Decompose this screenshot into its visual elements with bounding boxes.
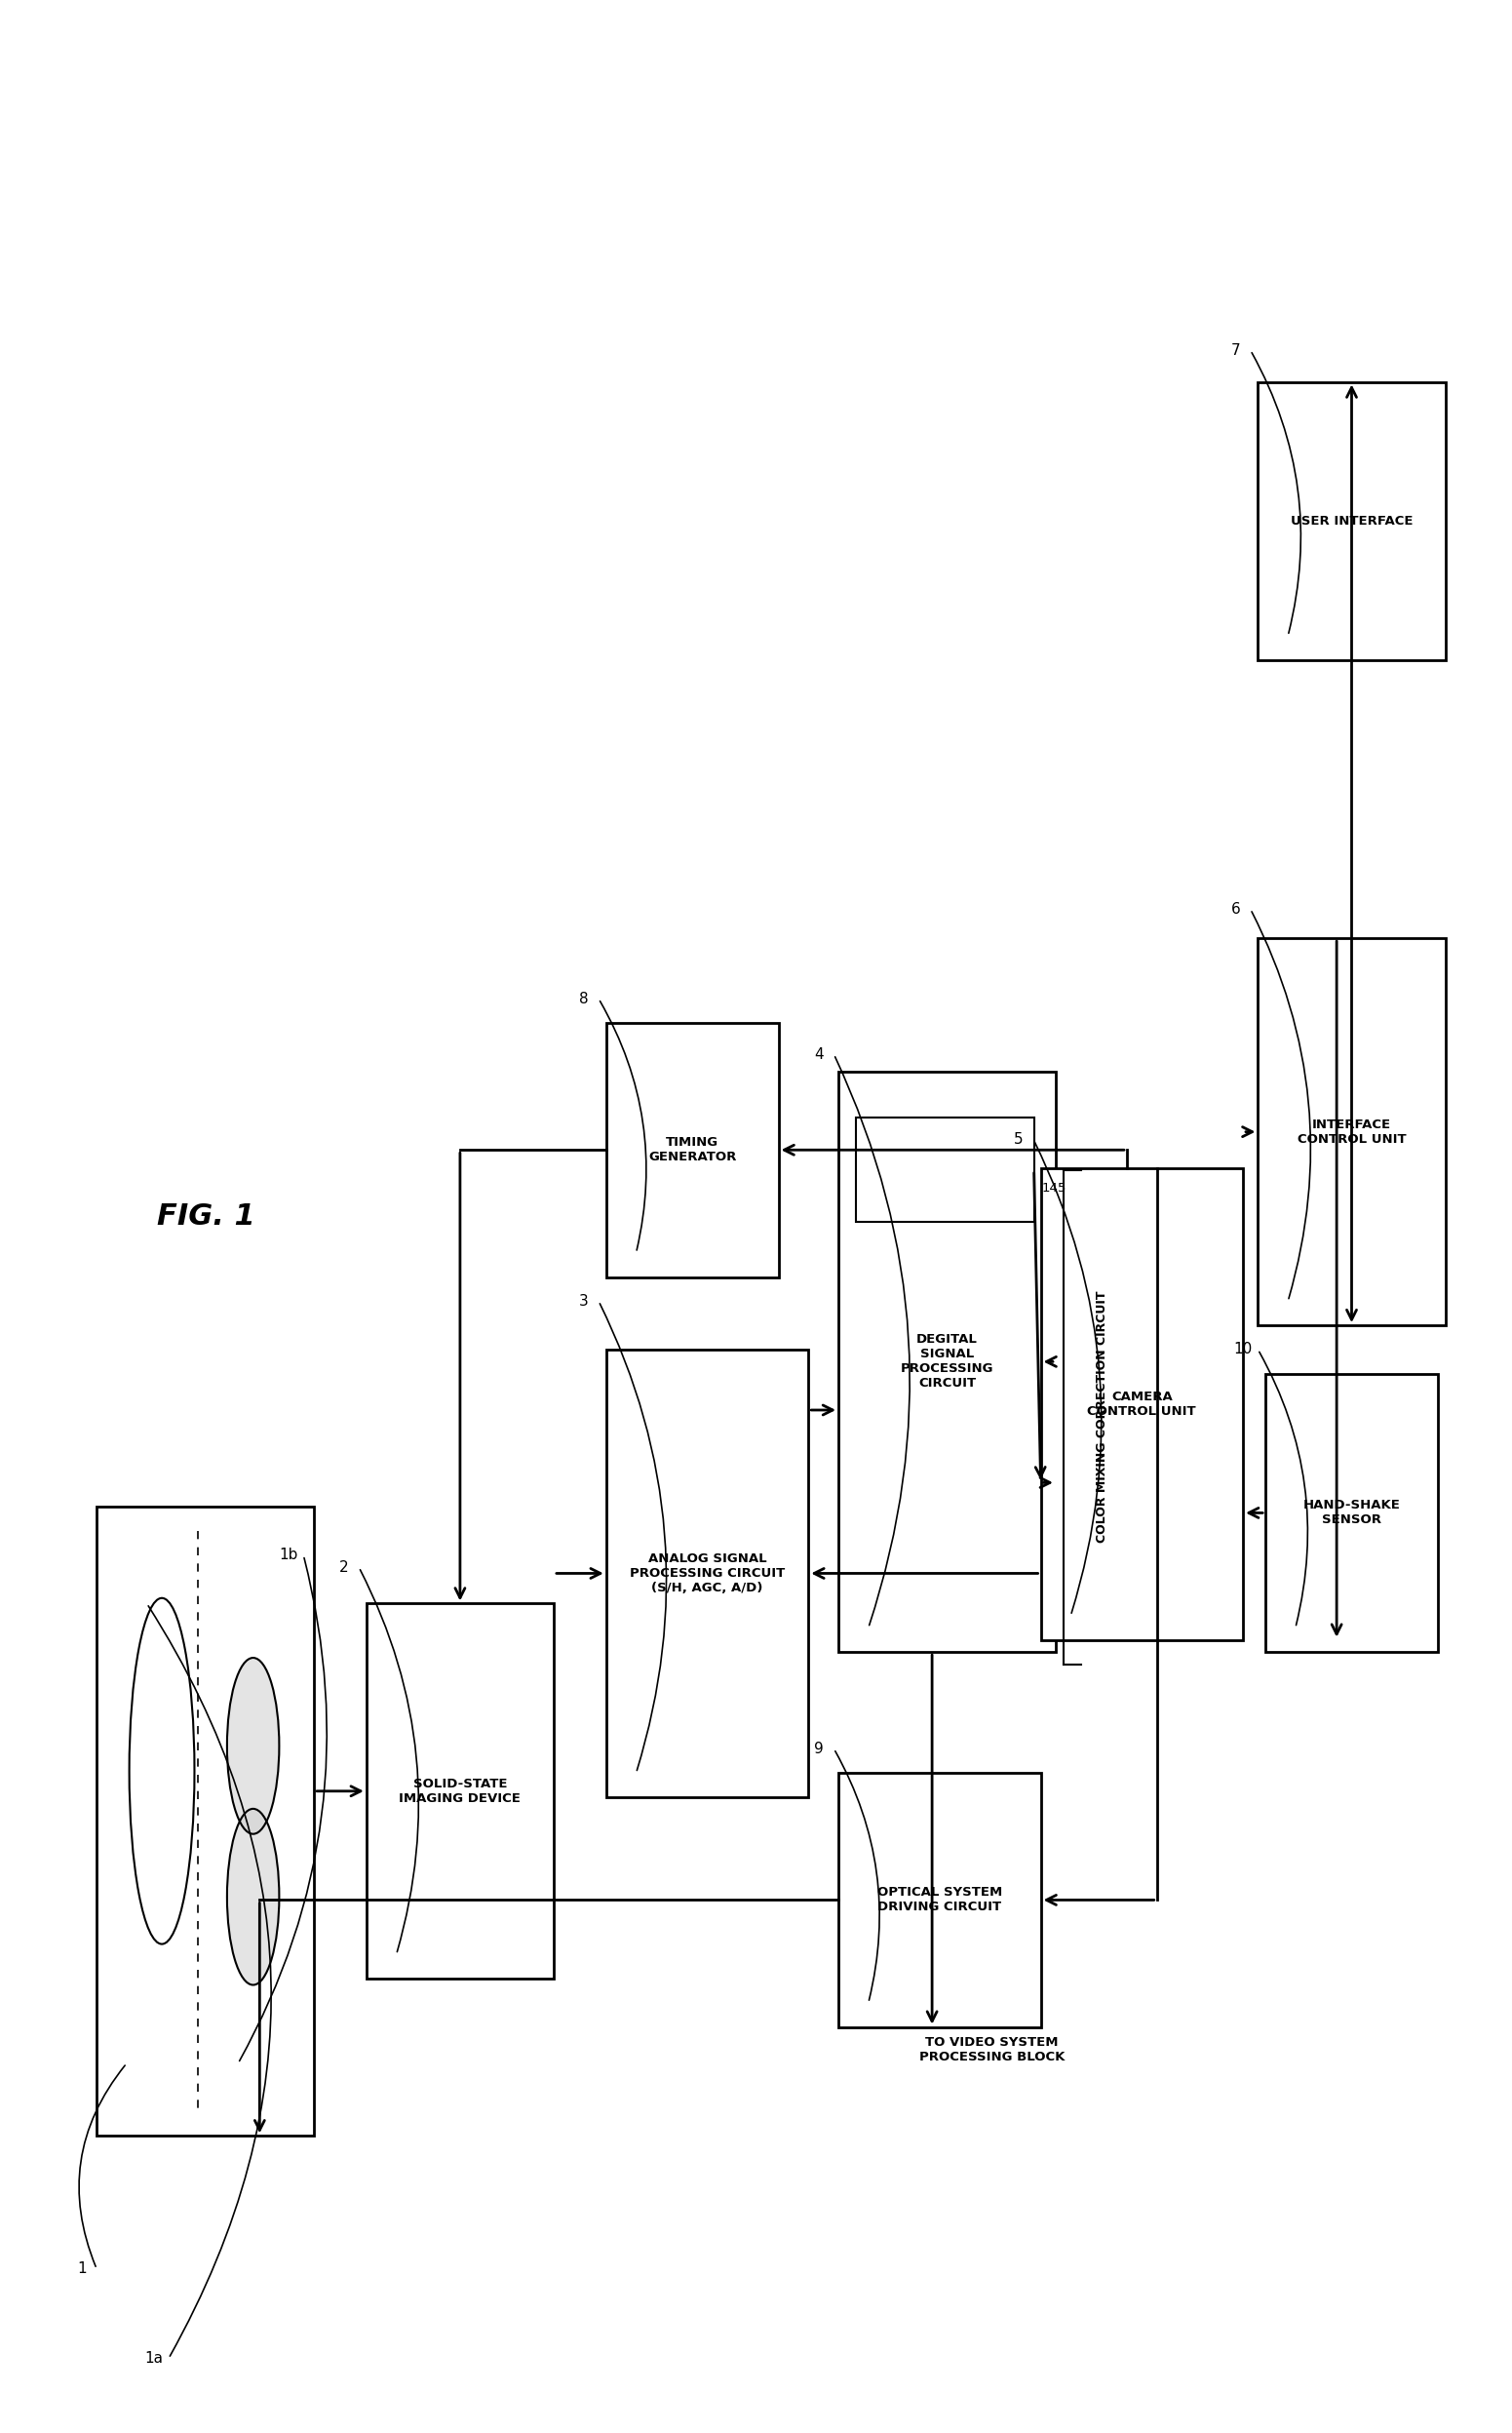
Text: 4: 4: [815, 1046, 824, 1061]
Text: COLOR MIXING CORRECTION CIRCUIT: COLOR MIXING CORRECTION CIRCUIT: [1096, 1292, 1108, 1543]
FancyBboxPatch shape: [606, 1022, 779, 1277]
Text: 9: 9: [813, 1742, 824, 1757]
FancyBboxPatch shape: [1040, 1168, 1243, 1640]
Ellipse shape: [227, 1808, 280, 1985]
Text: 145: 145: [1042, 1182, 1066, 1195]
Text: SOLID-STATE
IMAGING DEVICE: SOLID-STATE IMAGING DEVICE: [399, 1779, 522, 1805]
Text: TIMING
GENERATOR: TIMING GENERATOR: [649, 1136, 736, 1163]
Text: 8: 8: [579, 990, 588, 1007]
Text: 3: 3: [579, 1294, 588, 1309]
Text: FIG. 1: FIG. 1: [157, 1202, 256, 1231]
Text: CAMERA
CONTROL UNIT: CAMERA CONTROL UNIT: [1087, 1389, 1196, 1418]
FancyBboxPatch shape: [606, 1350, 809, 1798]
FancyBboxPatch shape: [839, 1774, 1040, 2027]
Ellipse shape: [227, 1657, 280, 1834]
Ellipse shape: [129, 1598, 195, 1944]
Text: OPTICAL SYSTEM
DRIVING CIRCUIT: OPTICAL SYSTEM DRIVING CIRCUIT: [877, 1886, 1002, 1915]
FancyBboxPatch shape: [366, 1603, 553, 1978]
Text: 1a: 1a: [144, 2350, 163, 2365]
Text: 1b: 1b: [280, 1547, 298, 1562]
Text: 10: 10: [1234, 1343, 1252, 1358]
Text: TO VIDEO SYSTEM
PROCESSING BLOCK: TO VIDEO SYSTEM PROCESSING BLOCK: [919, 2036, 1064, 2063]
Text: 2: 2: [339, 1560, 349, 1574]
FancyBboxPatch shape: [1266, 1375, 1438, 1652]
FancyBboxPatch shape: [856, 1117, 1034, 1221]
Text: 6: 6: [1231, 903, 1240, 917]
Text: 5: 5: [1013, 1131, 1024, 1146]
Text: USER INTERFACE: USER INTERFACE: [1290, 513, 1412, 528]
FancyBboxPatch shape: [1258, 939, 1445, 1326]
FancyBboxPatch shape: [839, 1071, 1055, 1652]
Text: 7: 7: [1231, 343, 1240, 358]
Text: DEGITAL
SIGNAL
PROCESSING
CIRCUIT: DEGITAL SIGNAL PROCESSING CIRCUIT: [901, 1333, 993, 1389]
Text: HAND-SHAKE
SENSOR: HAND-SHAKE SENSOR: [1303, 1499, 1400, 1525]
FancyBboxPatch shape: [1258, 382, 1445, 659]
Text: INTERFACE
CONTROL UNIT: INTERFACE CONTROL UNIT: [1297, 1119, 1406, 1146]
Text: 1: 1: [77, 2263, 86, 2277]
FancyBboxPatch shape: [97, 1506, 314, 2136]
Text: ANALOG SIGNAL
PROCESSING CIRCUIT
(S/H, AGC, A/D): ANALOG SIGNAL PROCESSING CIRCUIT (S/H, A…: [629, 1552, 785, 1594]
